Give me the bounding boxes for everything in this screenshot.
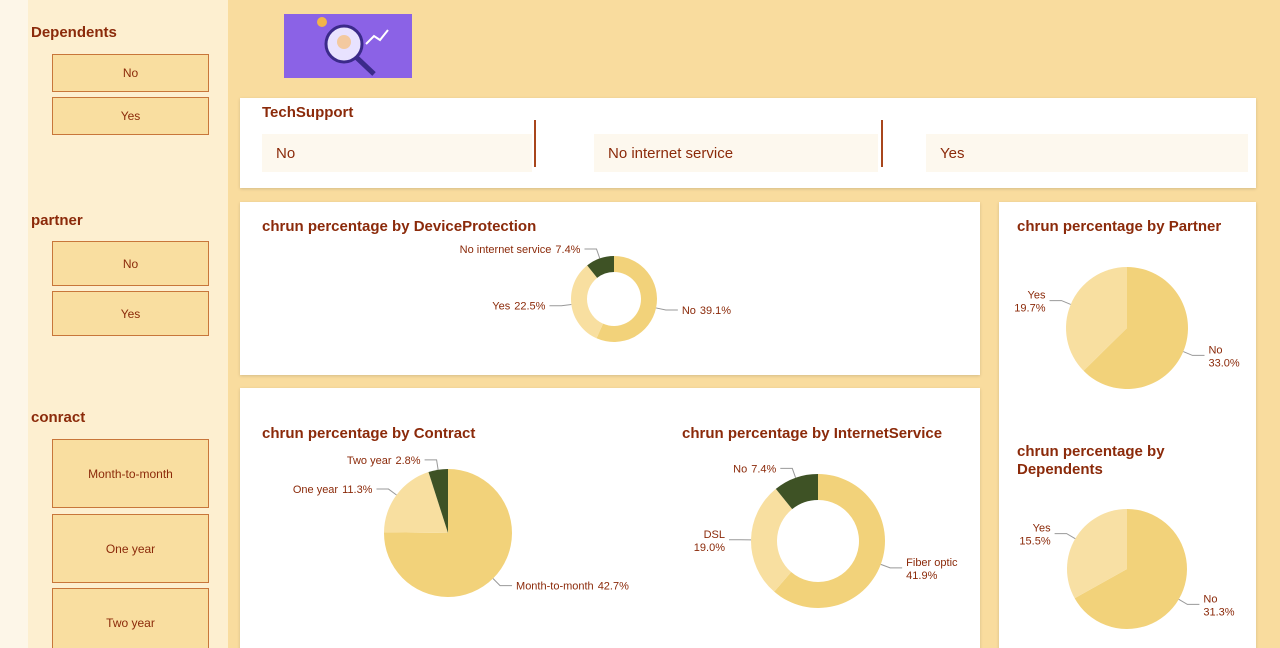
leader-line <box>1049 300 1071 305</box>
data-label: DSL 19.0% <box>694 529 725 554</box>
data-label: Fiber optic 41.9% <box>906 557 958 582</box>
slicer-button[interactable]: No <box>52 54 209 92</box>
slicer-button[interactable]: Month-to-month <box>52 439 209 508</box>
slicer-button[interactable]: One year <box>52 514 209 583</box>
slice <box>1067 509 1127 599</box>
category-label: No <box>733 463 747 475</box>
value-label: 15.5% <box>1019 536 1050 548</box>
data-label: No 7.4% <box>733 463 776 475</box>
slice <box>587 256 614 278</box>
category-label: No internet service <box>460 244 552 256</box>
slice <box>774 474 885 608</box>
slicer-button[interactable]: Two year <box>52 588 209 648</box>
category-label: One year <box>293 484 339 496</box>
leader-line <box>1183 351 1205 356</box>
data-label: No 31.3% <box>1203 593 1234 618</box>
slicer-item[interactable]: No internet service <box>594 134 878 172</box>
data-label: One year 11.3% <box>293 484 373 496</box>
category-label: No <box>1208 344 1222 356</box>
slice <box>775 474 818 510</box>
edge <box>0 0 28 648</box>
category-label: Yes <box>492 301 510 313</box>
slice <box>571 265 604 339</box>
data-label: Yes 15.5% <box>1019 523 1051 548</box>
slice <box>1074 509 1187 629</box>
value-label: 11.3% <box>342 484 373 496</box>
value-label: 19.7% <box>1014 303 1045 315</box>
category-label: Two year <box>347 455 392 467</box>
leader-line <box>492 578 513 587</box>
separator <box>534 120 536 167</box>
value-label: 41.9% <box>906 570 937 582</box>
techsupport-title: TechSupport <box>262 104 354 121</box>
value-label: 7.4% <box>751 463 776 475</box>
slicer-item[interactable]: Yes <box>926 134 1248 172</box>
category-label: Month-to-month <box>516 581 594 593</box>
chart-title: chrun percentage by DeviceProtection <box>262 218 537 235</box>
data-label: No internet service 7.4% <box>460 244 581 256</box>
slicer-title: conract <box>31 409 86 426</box>
slice <box>384 472 448 533</box>
leader-line <box>424 459 439 470</box>
value-label: 42.7% <box>598 581 629 593</box>
data-label: No 39.1% <box>682 305 731 317</box>
leader-line <box>655 307 678 311</box>
value-label: 31.3% <box>1203 606 1234 618</box>
slice <box>1083 267 1188 390</box>
data-label: Yes 22.5% <box>492 301 545 313</box>
header-image <box>284 14 412 78</box>
chart-title: chrun percentage by Partner <box>1017 218 1222 235</box>
value-label: 39.1% <box>700 305 731 317</box>
leader-line <box>880 563 903 569</box>
slice <box>1065 267 1127 371</box>
leader-line <box>549 303 572 307</box>
slicer-title: partner <box>31 212 83 229</box>
chart-title: chrun percentage by Dependents <box>1017 443 1165 478</box>
slice <box>596 256 657 342</box>
data-label: Yes 19.7% <box>1014 290 1046 315</box>
leader-line <box>584 248 601 259</box>
slice <box>428 469 448 533</box>
category-label: Yes <box>1028 290 1046 302</box>
value-label: 22.5% <box>514 301 545 313</box>
data-label: Month-to-month 42.7% <box>516 581 629 593</box>
slicer-button[interactable]: No <box>52 241 209 286</box>
slicer-button[interactable]: Yes <box>52 97 209 135</box>
value-label: 33.0% <box>1208 357 1239 369</box>
category-label: No <box>682 305 696 317</box>
slicer-button[interactable]: Yes <box>52 291 209 336</box>
slicer-title: Dependents <box>31 24 117 41</box>
slicer-item[interactable]: No <box>262 134 532 172</box>
category-label: DSL <box>704 529 725 541</box>
leader-line <box>1054 533 1076 540</box>
leader-line <box>780 467 797 479</box>
category-label: Yes <box>1033 523 1051 535</box>
chart-title: chrun percentage by InternetService <box>682 425 943 442</box>
data-label: No 33.0% <box>1208 344 1239 369</box>
category-label: Fiber optic <box>906 557 958 569</box>
card <box>240 202 980 375</box>
category-label: No <box>1203 593 1217 605</box>
separator <box>881 120 883 167</box>
slice <box>751 488 793 592</box>
value-label: 2.8% <box>396 455 421 467</box>
data-label: Two year 2.8% <box>347 455 421 467</box>
value-label: 19.0% <box>694 542 725 554</box>
chart-title: chrun percentage by Contract <box>262 425 476 442</box>
leader-line <box>376 488 397 496</box>
leader-line <box>1178 598 1200 605</box>
value-label: 7.4% <box>555 244 580 256</box>
